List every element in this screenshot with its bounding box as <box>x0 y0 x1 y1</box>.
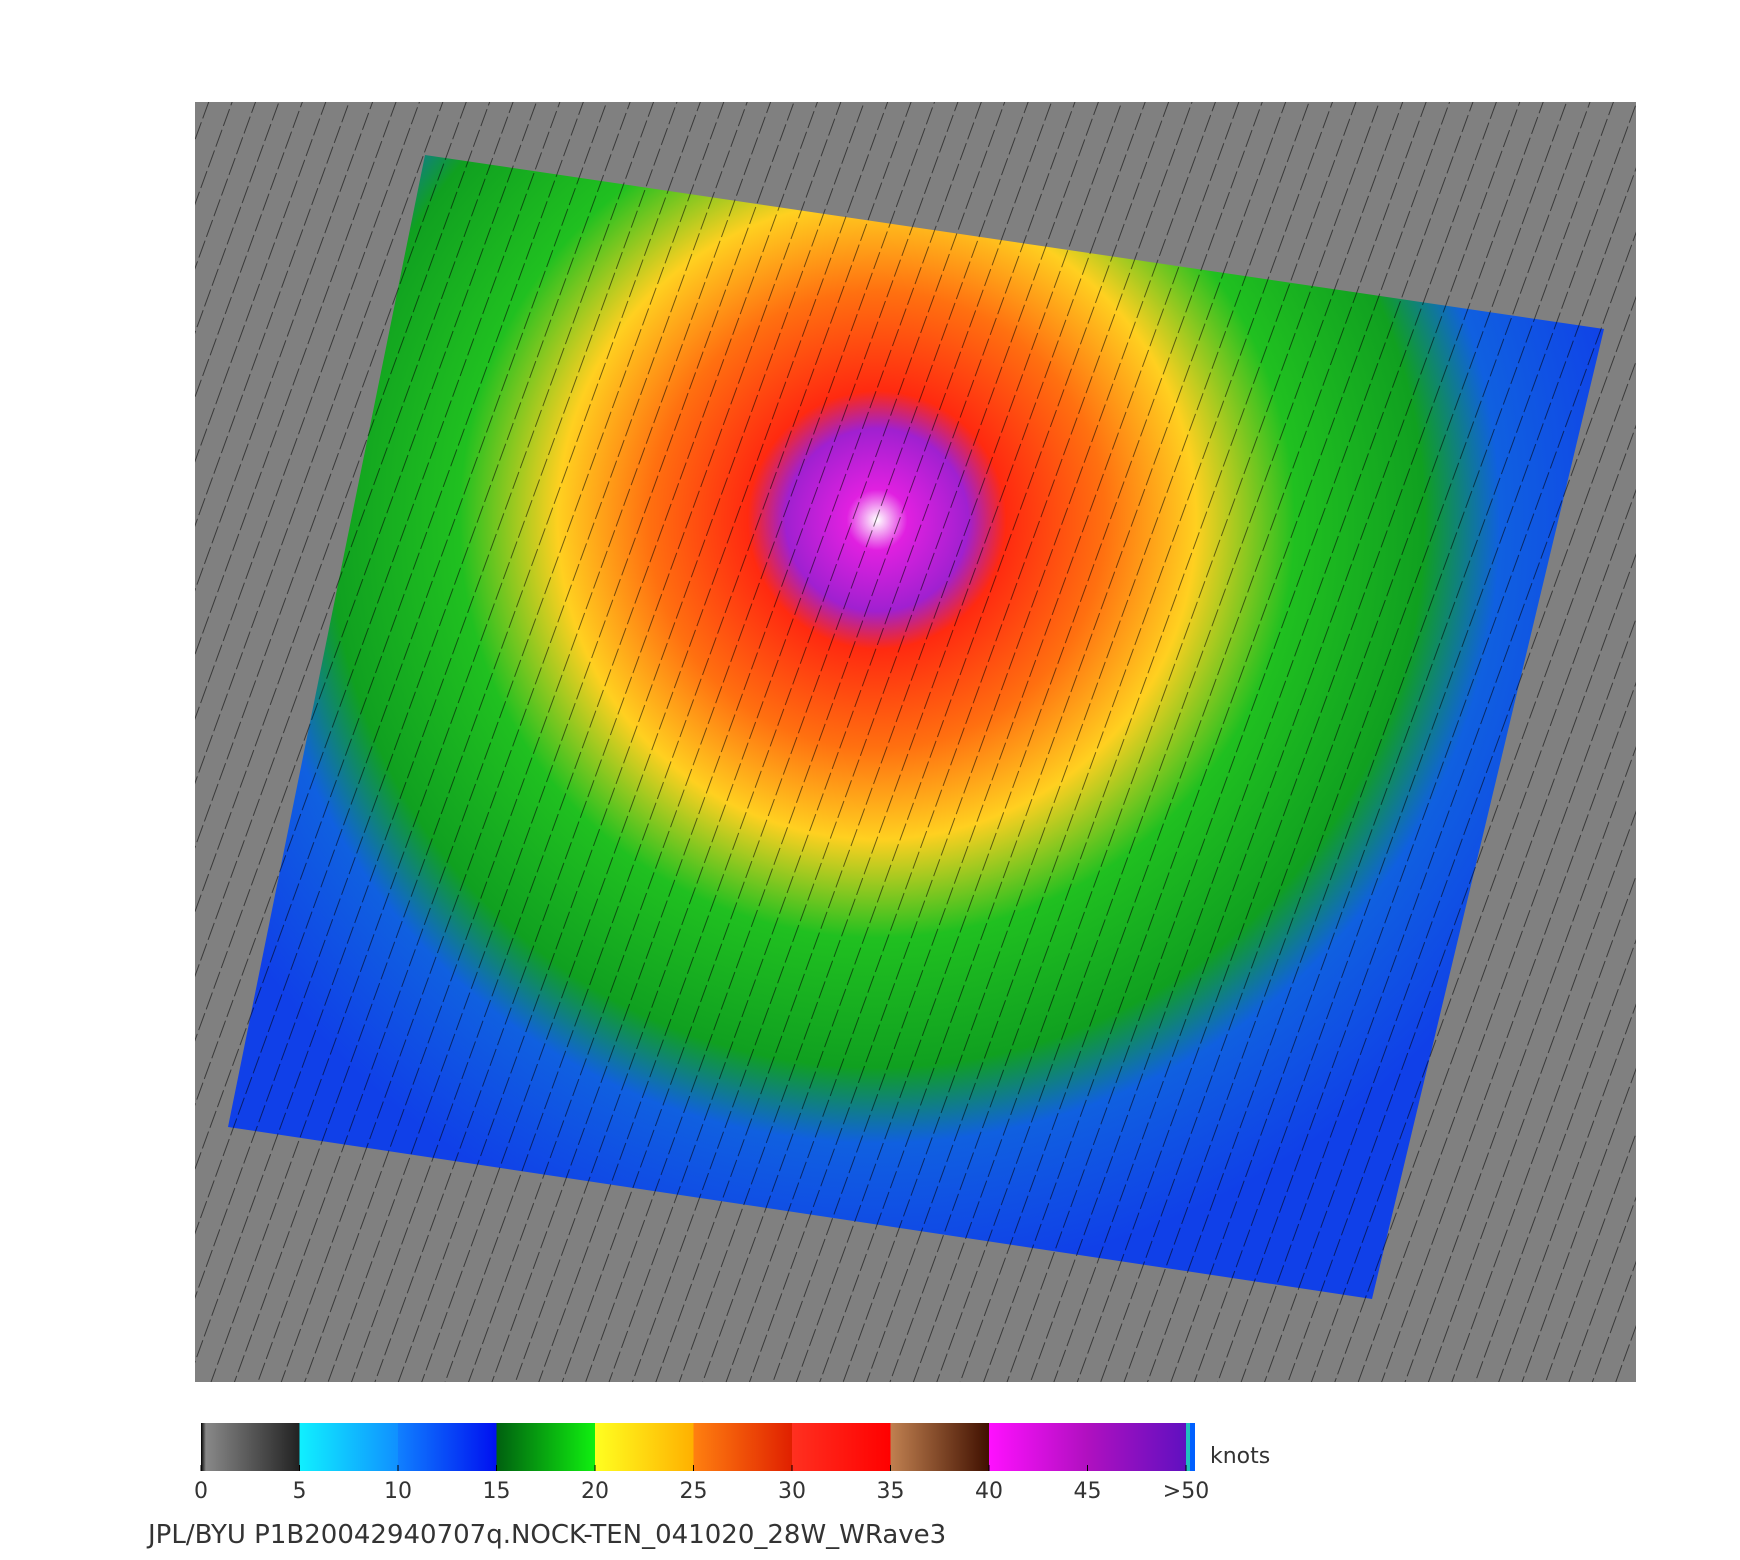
colorbar-tail <box>1190 1423 1195 1471</box>
tick-label: 25 <box>680 1479 708 1504</box>
tick-label: 15 <box>483 1479 511 1504</box>
colorbar-tail <box>1186 1423 1190 1471</box>
tick-label: 35 <box>877 1479 905 1504</box>
tick-label: 10 <box>384 1479 412 1504</box>
tick-label: >50 <box>1163 1479 1209 1504</box>
caption: JPL/BYU P1B20042940707q.NOCK-TEN_041020_… <box>146 1520 946 1550</box>
tick-label: 45 <box>1074 1479 1102 1504</box>
colorbar-segment <box>496 1423 595 1471</box>
colorbar-segment <box>1087 1423 1186 1471</box>
colorbar-segment <box>595 1423 694 1471</box>
colorbar-segment <box>792 1423 891 1471</box>
tick-label: 0 <box>194 1479 208 1504</box>
tick-label: 20 <box>581 1479 609 1504</box>
colorbar-segment <box>299 1423 398 1471</box>
colorbar-segment <box>201 1423 300 1471</box>
colorbar-segment <box>890 1423 989 1471</box>
swath-barbs <box>228 155 1604 1299</box>
colorbar-segment <box>989 1423 1088 1471</box>
colorbar-segment <box>398 1423 497 1471</box>
tick-label: 5 <box>293 1479 307 1504</box>
tick-label: 30 <box>778 1479 806 1504</box>
colorbar-segment <box>693 1423 792 1471</box>
tick-label: 40 <box>975 1479 1003 1504</box>
colorbar-unit: knots <box>1210 1444 1270 1469</box>
